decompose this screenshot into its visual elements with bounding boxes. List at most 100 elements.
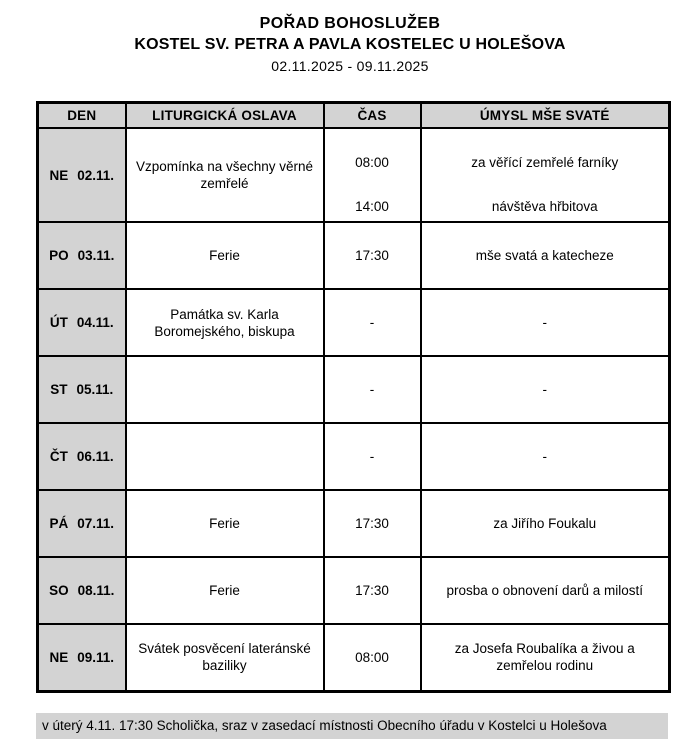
intention-value: za věřící zemřelé farníky [471,155,619,170]
day-abbreviation: NE [49,649,69,665]
day-cell: ÚT 04.11. [36,288,127,357]
celebration-cell [124,422,325,491]
day-date: 03.11. [77,248,115,263]
celebration-cell: Ferie [124,221,325,290]
intention-stack: za věřící zemřelé farníky návštěva hřbito… [430,131,661,219]
table-row: PÁ 07.11. Ferie 17:30 za Jiřího Foukalu [36,489,671,558]
time-stack: 08:00 14:00 [333,131,412,219]
intention-value: - [542,449,548,464]
time-value: 08:00 [355,155,389,170]
time-stack: - [333,448,412,465]
time-cell: 17:30 [322,489,422,558]
day-date: 07.11. [77,516,115,531]
table-row: PO 03.11. Ferie 17:30 mše svatá a katecheze [36,221,671,290]
title-block: POŘAD BOHOSLUŽEB KOSTEL SV. PETRA A PAVL… [0,13,700,77]
celebration-cell: Vzpomínka na všechny věrné zemřelé [124,127,325,223]
document-page: POŘAD BOHOSLUŽEB KOSTEL SV. PETRA A PAVL… [0,13,700,739]
intention-value: - [542,315,548,330]
celebration-cell: Ferie [124,489,325,558]
celebration-cell: Památka sv. Karla Boromejského, biskupa [124,288,325,357]
intention-cell: - [419,422,671,491]
intention-value: návštěva hřbitova [491,199,598,214]
column-header-den: DEN [36,101,127,129]
table-row: ČT 06.11. - - [36,422,671,491]
day-cell: SO 08.11. [36,556,127,625]
column-header-cas: ČAS [322,101,422,129]
date-range: 02.11.2025 - 09.11.2025 [271,58,429,74]
intention-value: za Jiřího Foukalu [493,516,597,531]
intention-value: mše svatá a katecheze [475,248,614,263]
intention-stack: prosba o obnovení darů a milostí [430,582,661,599]
table-row: ÚT 04.11. Památka sv. Karla Boromejského, … [36,288,671,357]
day-abbreviation: ČT [49,449,68,464]
day-date: 09.11. [77,649,115,665]
day-abbreviation: ÚT [49,315,68,330]
time-stack: 08:00 [333,649,412,666]
day-cell: ČT 06.11. [36,422,127,491]
time-stack: 17:30 [333,515,412,532]
day-date: 02.11. [77,167,115,183]
intention-cell: mše svatá a katecheze [419,221,671,290]
time-cell: 17:30 [322,556,422,625]
day-abbreviation: NE [49,167,69,183]
time-value: 17:30 [355,516,389,531]
day-cell: NE 09.11. [36,623,127,692]
day-abbreviation: PO [49,248,69,263]
intention-stack: za Jiřího Foukalu [430,515,661,532]
intention-stack: - [430,448,661,465]
document-title: POŘAD BOHOSLUŽEB [259,15,441,32]
celebration-cell: Ferie [124,556,325,625]
time-cell: - [322,288,422,357]
table-row: NE 09.11. Svátek posvěcení lateránské bazi… [36,623,671,692]
time-stack: 17:30 [333,582,412,599]
intention-stack: - [430,381,661,398]
time-cell: 08:00 14:00 [322,127,422,223]
table-row: NE 02.11. Vzpomínka na všechny věrné zemře… [36,127,671,223]
day-date: 04.11. [76,315,114,330]
day-cell: ST 05.11. [36,355,127,424]
day-cell: PÁ 07.11. [36,489,127,558]
intention-cell: - [419,355,671,424]
document-subtitle: KOSTEL SV. PETRA A PAVLA KOSTELEC U HOLE… [134,36,566,53]
day-cell: NE 02.11. [36,127,127,223]
header-row: DEN LITURGICKÁ OSLAVA ČAS ÚMYSL MŠE SVAT… [36,101,671,129]
intention-stack: - [430,314,661,331]
time-value: - [369,315,375,330]
intention-cell: za věřící zemřelé farníky návštěva hřbito… [419,127,671,223]
day-date: 06.11. [76,449,114,464]
intention-stack: za Josefa Roubalíka a živou a zemřelou r… [430,640,661,674]
column-header-umysl: ÚMYSL MŠE SVATÉ [419,101,671,129]
time-stack: 17:30 [333,247,412,264]
day-abbreviation: ST [50,382,68,397]
intention-value: za Josefa Roubalíka a živou a zemřelou r… [454,641,635,674]
day-date: 08.11. [77,583,115,598]
time-stack: - [333,381,412,398]
time-value: 08:00 [355,649,389,665]
day-date: 05.11. [76,382,114,397]
time-value: 14:00 [355,199,389,214]
intention-value: - [542,382,548,397]
schedule-table: DEN LITURGICKÁ OSLAVA ČAS ÚMYSL MŠE SVAT… [36,101,671,693]
table-row: ST 05.11. - - [36,355,671,424]
intention-stack: mše svatá a katecheze [430,247,661,264]
time-stack: - [333,314,412,331]
column-header-liturgicka-oslava: LITURGICKÁ OSLAVA [124,101,325,129]
celebration-cell: Svátek posvěcení lateránské baziliky [124,623,325,692]
footer-note: v úterý 4.11. 17:30 Scholička, sraz v za… [36,712,668,739]
table-body: NE 02.11. Vzpomínka na všechny věrné zemře… [36,127,671,692]
time-cell: 08:00 [322,623,422,692]
intention-cell: prosba o obnovení darů a milostí [419,556,671,625]
day-abbreviation: PÁ [49,516,69,531]
intention-value: prosba o obnovení darů a milostí [446,583,644,598]
celebration-cell [124,355,325,424]
intention-cell: za Josefa Roubalíka a živou a zemřelou r… [419,623,671,692]
table-row: SO 08.11. Ferie 17:30 prosba o obnovení darů… [36,556,671,625]
intention-cell: - [419,288,671,357]
day-cell: PO 03.11. [36,221,127,290]
day-abbreviation: SO [49,583,69,598]
time-value: - [369,382,375,397]
intention-cell: za Jiřího Foukalu [419,489,671,558]
time-cell: 17:30 [322,221,422,290]
table-header: DEN LITURGICKÁ OSLAVA ČAS ÚMYSL MŠE SVAT… [36,101,671,129]
time-cell: - [322,422,422,491]
